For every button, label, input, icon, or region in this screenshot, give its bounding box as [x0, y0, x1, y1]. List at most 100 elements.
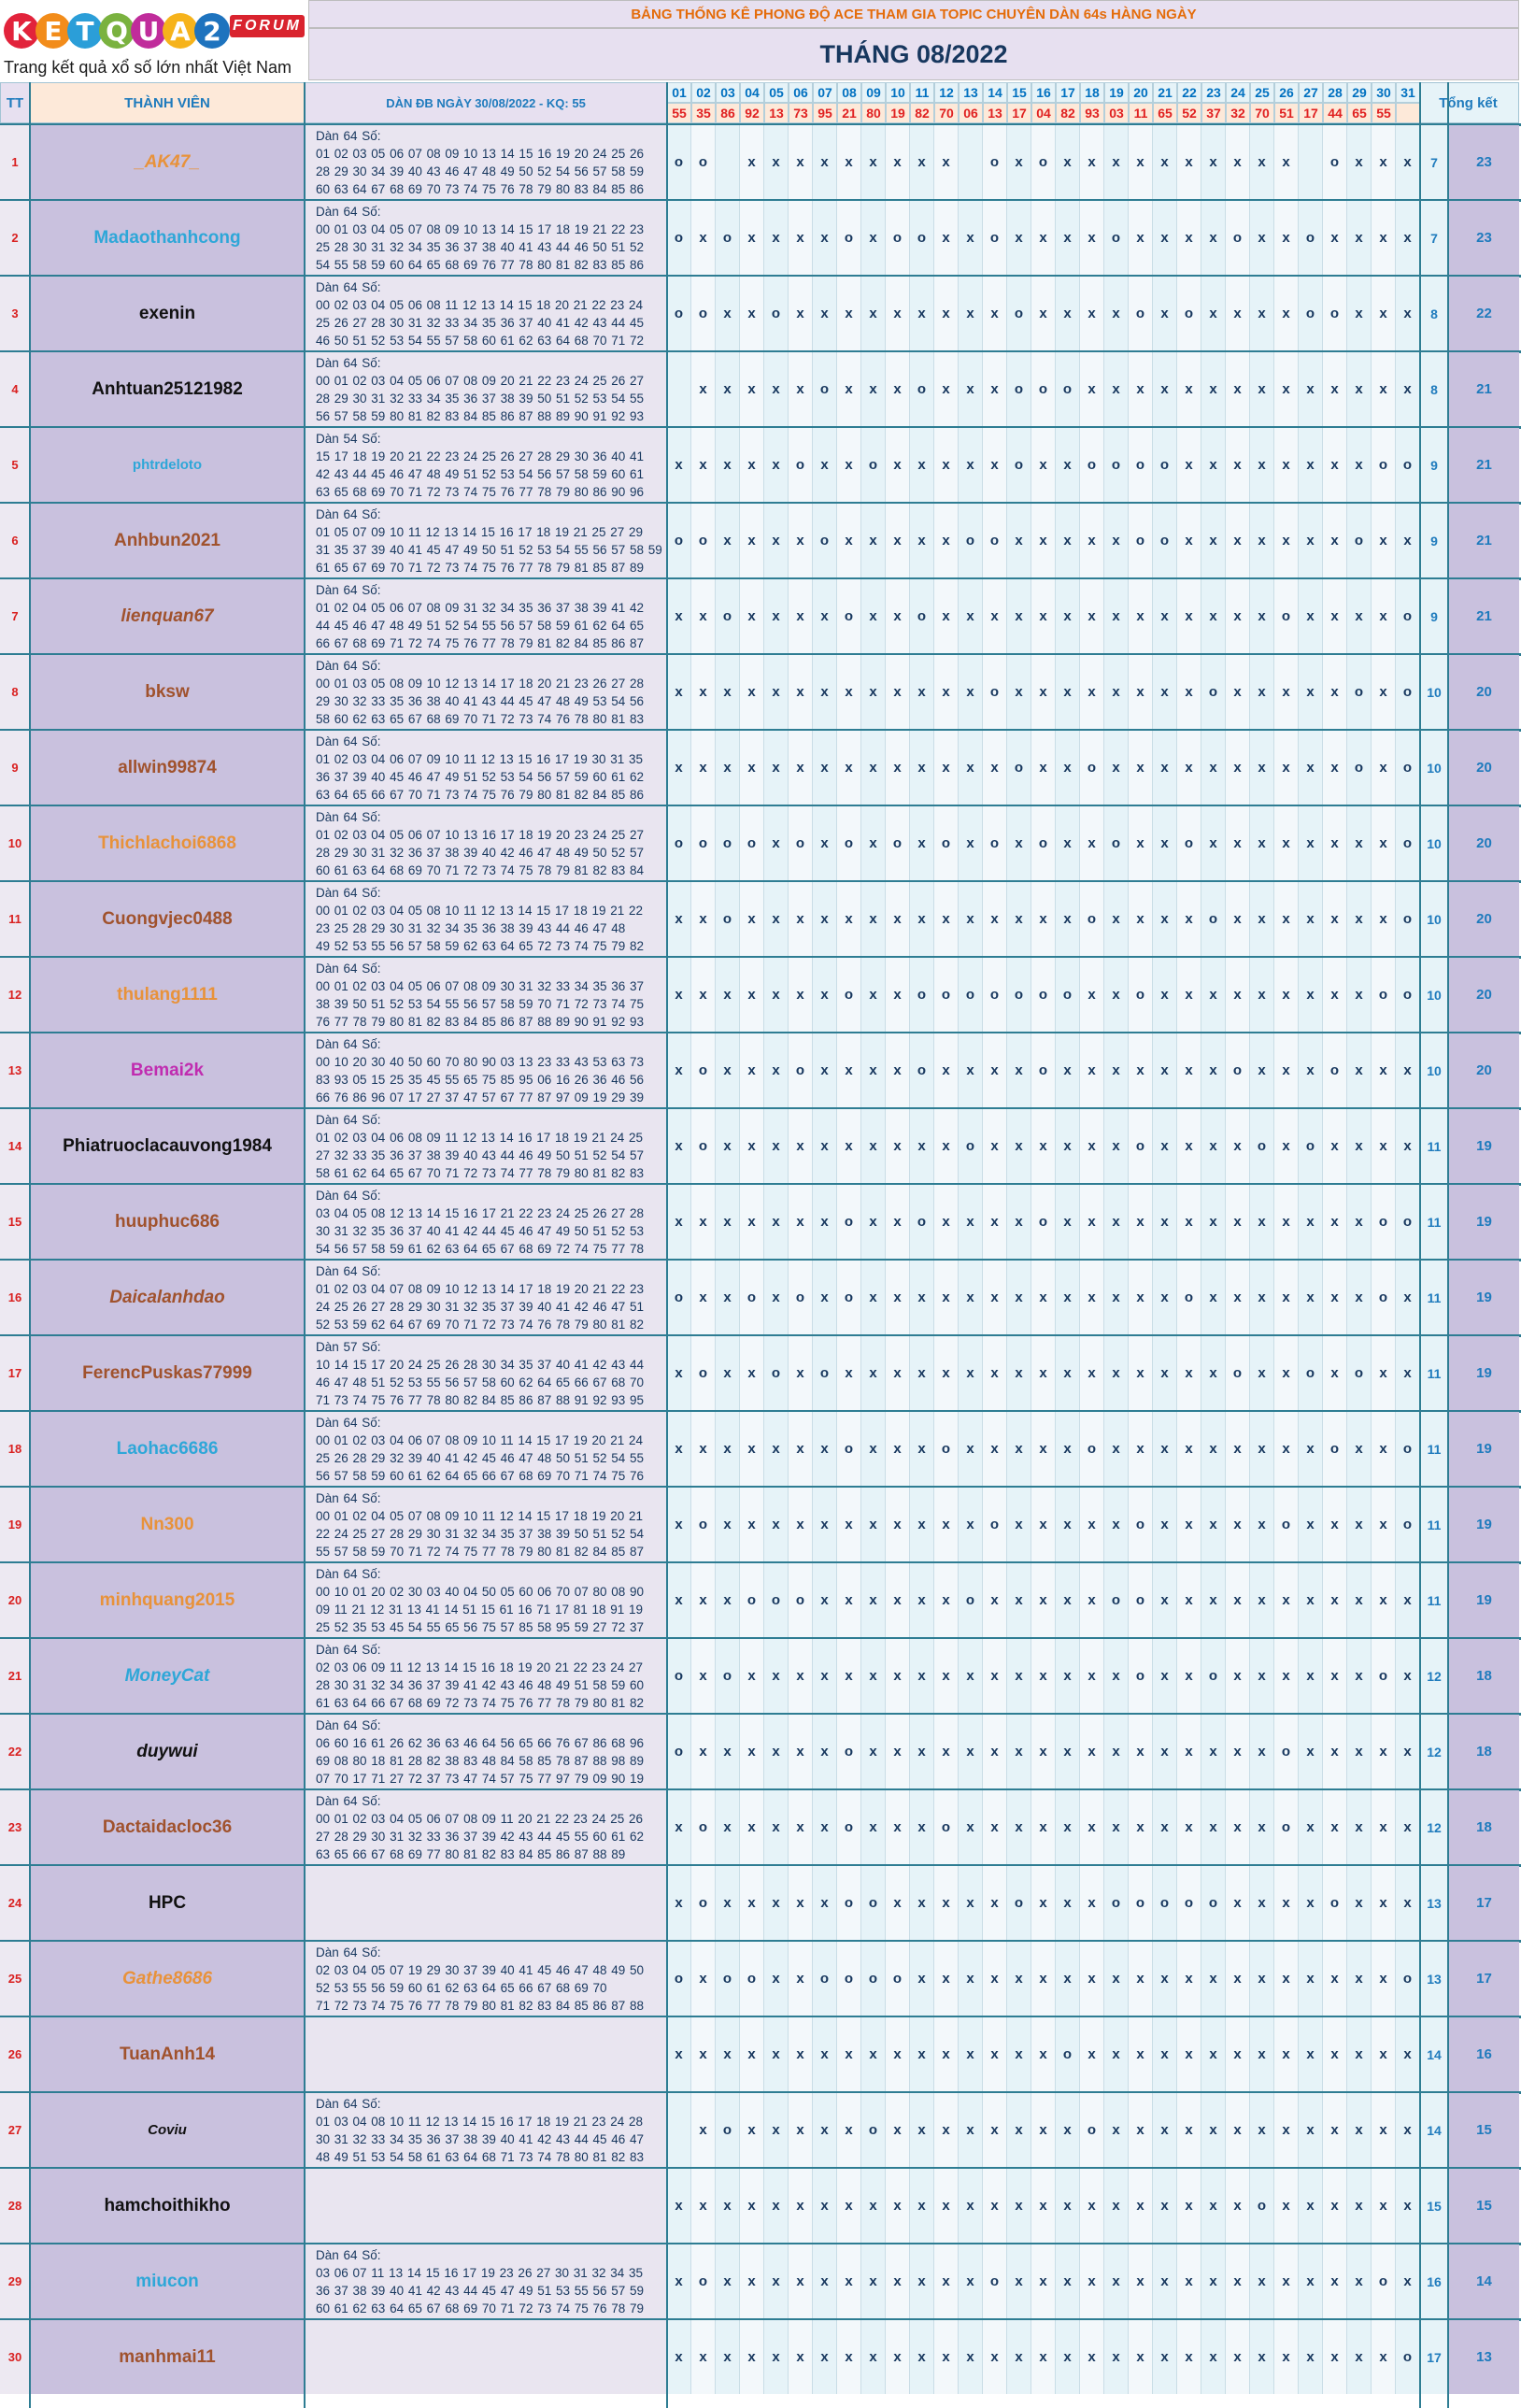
- day-mark: x: [983, 1866, 1007, 1940]
- member-name[interactable]: Thichlachoi6868: [30, 806, 305, 880]
- day-mark: x: [910, 1942, 934, 2016]
- day-mark: x: [1007, 1563, 1031, 1637]
- member-name[interactable]: MoneyCat: [30, 1639, 305, 1713]
- day-mark: x: [983, 2017, 1007, 2091]
- dan-numbers: [305, 1866, 667, 1940]
- day-mark: x: [789, 579, 813, 653]
- day-header: 14: [983, 82, 1007, 103]
- day-mark: x: [1177, 1639, 1201, 1713]
- member-name[interactable]: Gathe8686: [30, 1942, 305, 2016]
- day-mark: x: [764, 504, 789, 577]
- member-name[interactable]: FerencPuskas77999: [30, 1336, 305, 1410]
- column-divider: [29, 82, 31, 2408]
- member-name[interactable]: bksw: [30, 655, 305, 729]
- day-mark: x: [1347, 1412, 1372, 1486]
- day-mark: x: [1177, 125, 1201, 199]
- day-mark: o: [691, 1790, 716, 1864]
- day-mark: o: [789, 806, 813, 880]
- day-mark: o: [1080, 2093, 1104, 2167]
- day-mark: x: [1056, 1185, 1080, 1259]
- member-name[interactable]: Phiatruoclacauvong1984: [30, 1109, 305, 1183]
- day-header: 08: [837, 82, 861, 103]
- day-mark: x: [1372, 201, 1396, 275]
- day-mark: x: [1396, 2017, 1420, 2091]
- member-name[interactable]: thulang1111: [30, 958, 305, 1032]
- member-name[interactable]: minhquang2015: [30, 1563, 305, 1637]
- member-name[interactable]: allwin99874: [30, 731, 305, 805]
- miss-count: 10: [1420, 655, 1448, 729]
- day-mark: x: [886, 882, 910, 956]
- row-number: 7: [0, 579, 30, 653]
- member-name[interactable]: duywui: [30, 1715, 305, 1788]
- member-name[interactable]: Dactaidacloc36: [30, 1790, 305, 1864]
- day-mark: x: [1274, 1033, 1299, 1107]
- member-name[interactable]: Anhbun2021: [30, 504, 305, 577]
- member-name[interactable]: manhmai11: [30, 2320, 305, 2394]
- day-mark: x: [934, 1866, 959, 1940]
- day-mark: x: [1080, 1033, 1104, 1107]
- day-result: 70: [934, 103, 959, 123]
- member-name[interactable]: HPC: [30, 1866, 305, 1940]
- day-mark: x: [1129, 125, 1153, 199]
- member-name[interactable]: phtrdeloto: [30, 428, 305, 502]
- day-mark: o: [667, 504, 691, 577]
- miss-count: 9: [1420, 428, 1448, 502]
- day-mark: x: [934, 2017, 959, 2091]
- day-mark: x: [1347, 1488, 1372, 1561]
- day-mark: o: [1323, 1033, 1347, 1107]
- member-name[interactable]: Coviu: [30, 2093, 305, 2167]
- dan-numbers: Dàn 64 Số: 00 02 03 04 05 06 08 11 12 13…: [305, 277, 667, 350]
- member-name[interactable]: Laohac6686: [30, 1412, 305, 1486]
- day-mark: x: [1177, 2093, 1201, 2167]
- day-mark: o: [1104, 1866, 1129, 1940]
- day-header: 27: [1299, 82, 1323, 103]
- member-name[interactable]: Madaothanhcong: [30, 201, 305, 275]
- row-number: 23: [0, 1790, 30, 1864]
- row-divider: [0, 1486, 1521, 1489]
- logo-letter: U: [131, 13, 166, 49]
- day-mark: x: [1056, 277, 1080, 350]
- day-mark: x: [1056, 1412, 1080, 1486]
- member-name[interactable]: miucon: [30, 2244, 305, 2318]
- day-header: 18: [1080, 82, 1104, 103]
- day-mark: x: [861, 504, 886, 577]
- member-name[interactable]: Bemai2k: [30, 1033, 305, 1107]
- member-name[interactable]: exenin: [30, 277, 305, 350]
- day-mark: x: [1080, 1639, 1104, 1713]
- day-mark: x: [789, 2244, 813, 2318]
- day-mark: x: [1007, 1639, 1031, 1713]
- day-mark: x: [740, 2017, 764, 2091]
- member-name[interactable]: TuanAnh14: [30, 2017, 305, 2091]
- member-name[interactable]: Daicalanhdao: [30, 1261, 305, 1334]
- day-mark: x: [837, 2017, 861, 2091]
- dan-numbers: Dàn 64 Số: 00 01 02 03 04 06 07 08 09 10…: [305, 1412, 667, 1486]
- day-result: 17: [1007, 103, 1031, 123]
- day-mark: o: [691, 504, 716, 577]
- day-mark: x: [691, 2320, 716, 2394]
- day-mark: x: [861, 806, 886, 880]
- member-name[interactable]: Cuongvjec0488: [30, 882, 305, 956]
- day-mark: x: [1177, 2169, 1201, 2243]
- day-mark: x: [837, 882, 861, 956]
- member-name[interactable]: Nn300: [30, 1488, 305, 1561]
- day-mark: x: [837, 2093, 861, 2167]
- day-mark: x: [1031, 1563, 1056, 1637]
- day-mark: x: [691, 352, 716, 426]
- day-mark: o: [861, 428, 886, 502]
- day-result: 82: [1056, 103, 1080, 123]
- member-name[interactable]: _AK47_: [30, 125, 305, 199]
- member-name[interactable]: huuphuc686: [30, 1185, 305, 1259]
- day-mark: x: [837, 125, 861, 199]
- member-name[interactable]: hamchoithikho: [30, 2169, 305, 2243]
- day-mark: o: [716, 579, 740, 653]
- day-header: 07: [813, 82, 837, 103]
- member-name[interactable]: lienquan67: [30, 579, 305, 653]
- day-mark: x: [1299, 1185, 1323, 1259]
- day-mark: o: [1299, 201, 1323, 275]
- day-header: 02: [691, 82, 716, 103]
- day-mark: x: [1201, 806, 1226, 880]
- day-mark: x: [1274, 125, 1299, 199]
- member-name[interactable]: Anhtuan25121982: [30, 352, 305, 426]
- row-divider: [0, 2091, 1521, 2094]
